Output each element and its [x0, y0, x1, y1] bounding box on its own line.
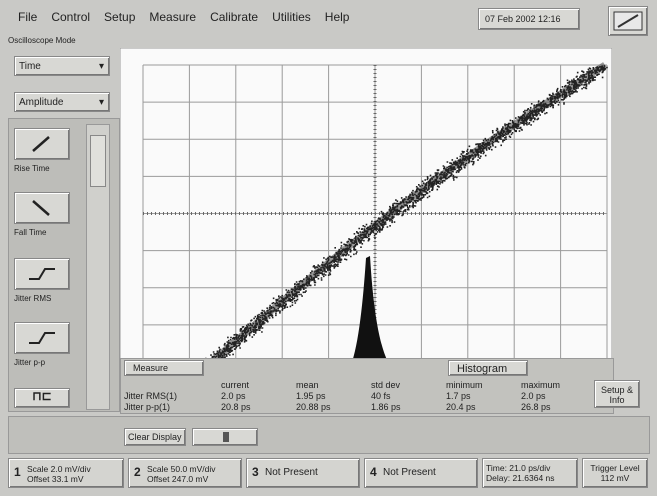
scope-icon[interactable] [608, 6, 648, 36]
channel-text: Not Present [265, 468, 318, 478]
menu-bar: File Control Setup Measure Calibrate Utilitie… [18, 10, 363, 24]
channel-line: Scale 50.0 mV/div [147, 464, 216, 474]
channel-text: Not Present [383, 468, 436, 478]
measurement-value: 2.0 ps [521, 391, 546, 402]
button-label: Rise Time [14, 164, 50, 173]
column-header: std dev [371, 380, 400, 391]
channel-line: Not Present [265, 468, 318, 478]
scope-display [120, 48, 612, 362]
trigger-line: Trigger Level [586, 463, 644, 473]
channel-line: Offset 247.0 mV [147, 474, 216, 484]
row-label: Jitter RMS(1) [124, 391, 177, 402]
column-header: current [221, 380, 249, 391]
menu-item[interactable]: Calibrate [210, 10, 258, 24]
measurement-value: 1.95 ps [296, 391, 326, 402]
channel-number: 3 [252, 467, 259, 477]
menu-item[interactable]: Help [325, 10, 350, 24]
channel-number: 1 [14, 467, 21, 477]
oscilloscope-app: File Control Setup Measure Calibrate Utilitie… [0, 0, 657, 496]
menu-item[interactable]: Measure [149, 10, 196, 24]
button-label: Jitter RMS [14, 294, 51, 303]
channel-number: 4 [370, 467, 377, 477]
menu-item[interactable]: File [18, 10, 37, 24]
channel-line: Scale 2.0 mV/div [27, 464, 91, 474]
measurement-value: 40 fs [371, 391, 391, 402]
button-label: Jitter p-p [14, 358, 45, 367]
column-header: maximum [521, 380, 560, 391]
measurement-value: 20.8 ps [221, 402, 251, 413]
timebase-line: Delay: 21.6364 ns [486, 473, 574, 483]
dropdown-text: Time [19, 61, 41, 72]
measure-button[interactable]: ⊓⊏ [14, 388, 70, 408]
measurement-value: 2.0 ps [221, 391, 246, 402]
slider[interactable] [192, 428, 258, 446]
dropdown[interactable]: Time▾ [14, 56, 110, 76]
channel-line: Offset 33.1 mV [27, 474, 91, 484]
row-label: Jitter p-p(1) [124, 402, 170, 413]
dropdown-text: Amplitude [19, 97, 63, 108]
toolbar [8, 416, 650, 454]
measurement-value: 1.7 ps [446, 391, 471, 402]
timebase-line: Time: 21.0 ps/div [486, 463, 574, 473]
tab[interactable]: Histogram [448, 360, 528, 376]
measurement-value: 26.8 ps [521, 402, 551, 413]
measurement-value: 1.86 ps [371, 402, 401, 413]
mode-label: Oscilloscope Mode [8, 36, 76, 45]
measure-button[interactable] [14, 128, 70, 160]
clear-button[interactable]: Clear Display [124, 428, 186, 446]
dropdown[interactable]: Amplitude▾ [14, 92, 110, 112]
measure-button[interactable] [14, 192, 70, 224]
measure-button[interactable] [14, 258, 70, 290]
icon [609, 7, 647, 35]
measurement-value: 20.88 ps [296, 402, 331, 413]
button-label: Fall Time [14, 228, 46, 237]
menu-item[interactable]: Utilities [272, 10, 311, 24]
column-header: minimum [446, 380, 483, 391]
channel-line: Not Present [383, 468, 436, 478]
measurement-value: 20.4 ps [446, 402, 476, 413]
measurement-table: current mean std dev minimum maximum Jit… [124, 380, 594, 412]
column-header: mean [296, 380, 319, 391]
tab[interactable]: Measure [124, 360, 204, 376]
measure-button[interactable] [14, 322, 70, 354]
trigger-line: 112 mV [586, 473, 644, 483]
channel-button[interactable]: 4 Not Present [364, 458, 478, 488]
menu-item[interactable]: Setup [104, 10, 135, 24]
scrollbar[interactable] [86, 124, 110, 410]
channel-number: 2 [134, 467, 141, 477]
menu-item[interactable]: Control [51, 10, 90, 24]
datetime: 07 Feb 2002 12:16 [478, 8, 580, 30]
channel-button[interactable]: 3 Not Present [246, 458, 360, 488]
setup-button[interactable]: Setup & Info [594, 380, 640, 408]
